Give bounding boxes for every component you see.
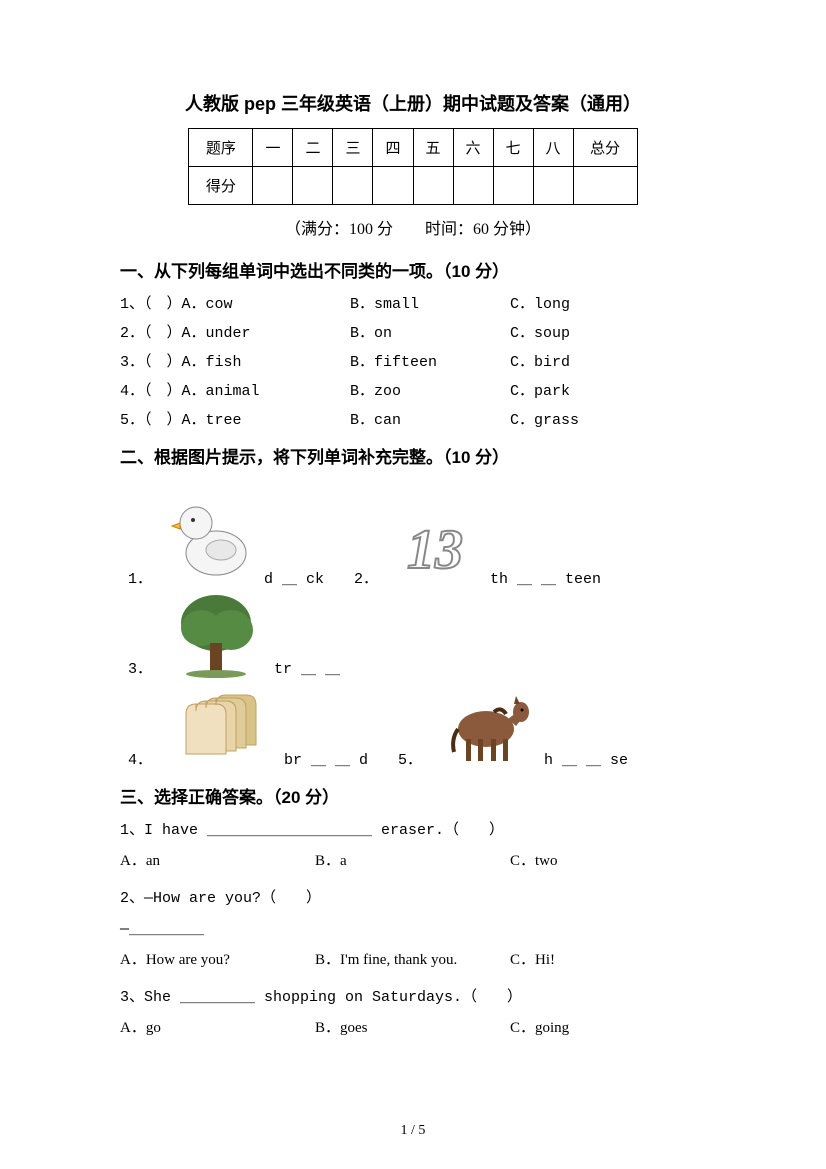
question-row: 2．（ ）A．under B．on C．soup [120,321,706,342]
fill-word: d ＿ ck [264,567,324,588]
question-options: A．How are you? B．I'm fine, thank you. C．… [120,948,706,969]
fill-word: tr ＿ ＿ [274,657,340,678]
question-number: 3． [128,657,152,678]
bread-icon [166,689,276,769]
question-stem: 2、—How are you?（ ） [120,886,706,907]
option-a: A．go [120,1016,315,1037]
question-stem: 3、She ＿＿＿＿＿ shopping on Saturdays.（ ） [120,985,706,1006]
option-c: C．going [510,1016,660,1037]
question-number: 5． [398,748,422,769]
page-number: 1 / 5 [0,1123,826,1139]
fill-word: h ＿ ＿ se [544,748,628,769]
cell-header: 题序 [189,129,253,167]
option-a: A．an [120,849,315,870]
number-13-icon: 13 [392,508,482,588]
image-question-row: 4． br ＿ ＿ d 5． [120,684,706,769]
section-1-header: 一、从下列每组单词中选出不同类的一项。（10 分） [120,257,706,282]
page-title: 人教版 pep 三年级英语（上册）期中试题及答案（通用） [120,90,706,116]
option-c: C．bird [510,350,660,371]
cell-empty [453,167,493,205]
option-a: 3．（ ）A．fish [120,350,350,371]
cell-empty [373,167,413,205]
option-c: C．long [510,292,660,313]
option-c: C．Hi! [510,948,660,969]
option-b: B．small [350,292,510,313]
table-row: 题序 一 二 三 四 五 六 七 八 总分 [189,129,637,167]
option-c: C．soup [510,321,660,342]
cell-empty [493,167,533,205]
option-a: A．How are you? [120,948,315,969]
table-row: 得分 [189,167,637,205]
option-b: B．can [350,408,510,429]
question-options: A．go B．goes C．going [120,1016,706,1037]
question-row: 4．（ ）A．animal B．zoo C．park [120,379,706,400]
option-b: B．I'm fine, thank you. [315,948,510,969]
option-a: 5．（ ）A．tree [120,408,350,429]
cell-header: 七 [493,129,533,167]
question-row: 1、（ ）A．cow B．small C．long [120,292,706,313]
option-b: B．goes [315,1016,510,1037]
cell-header: 总分 [573,129,637,167]
question-stem: 1、I have ＿＿＿＿＿＿＿＿＿＿＿ eraser.（ ） [120,818,706,839]
duck-icon [166,488,256,588]
svg-text:13: 13 [407,519,463,581]
cell-header: 四 [373,129,413,167]
option-c: C．grass [510,408,660,429]
cell-header: 一 [253,129,293,167]
cell-empty [253,167,293,205]
question-stem-line2: —＿＿＿＿＿ [120,917,706,938]
section-3-header: 三、选择正确答案。（20 分） [120,783,706,808]
cell-label: 得分 [189,167,253,205]
section-2-header: 二、根据图片提示，将下列单词补充完整。（10 分） [120,443,706,468]
cell-empty [533,167,573,205]
option-c: C．two [510,849,660,870]
horse-icon [436,684,536,769]
cell-empty [413,167,453,205]
meta-info: （满分：100 分 时间：60 分钟） [120,215,706,239]
question-row: 3．（ ）A．fish B．fifteen C．bird [120,350,706,371]
cell-header: 二 [293,129,333,167]
cell-header: 六 [453,129,493,167]
question-number: 4． [128,748,152,769]
cell-header: 三 [333,129,373,167]
option-a: 4．（ ）A．animal [120,379,350,400]
cell-empty [293,167,333,205]
question-number: 2． [354,567,378,588]
option-c: C．park [510,379,660,400]
question-row: 5．（ ）A．tree B．can C．grass [120,408,706,429]
image-question-row: 1． d ＿ ck 2． 13 th ＿ ＿ teen 3． [120,488,706,678]
cell-empty [333,167,373,205]
question-options: A．an B．a C．two [120,849,706,870]
option-a: 2．（ ）A．under [120,321,350,342]
option-b: B．on [350,321,510,342]
fill-word: br ＿ ＿ d [284,748,368,769]
cell-header: 八 [533,129,573,167]
tree-icon [166,588,266,678]
score-table: 题序 一 二 三 四 五 六 七 八 总分 得分 [188,128,637,205]
fill-word: th ＿ ＿ teen [490,567,601,588]
option-b: B．fifteen [350,350,510,371]
option-b: B．zoo [350,379,510,400]
option-b: B．a [315,849,510,870]
cell-empty [573,167,637,205]
question-number: 1． [128,567,152,588]
option-a: 1、（ ）A．cow [120,292,350,313]
cell-header: 五 [413,129,453,167]
